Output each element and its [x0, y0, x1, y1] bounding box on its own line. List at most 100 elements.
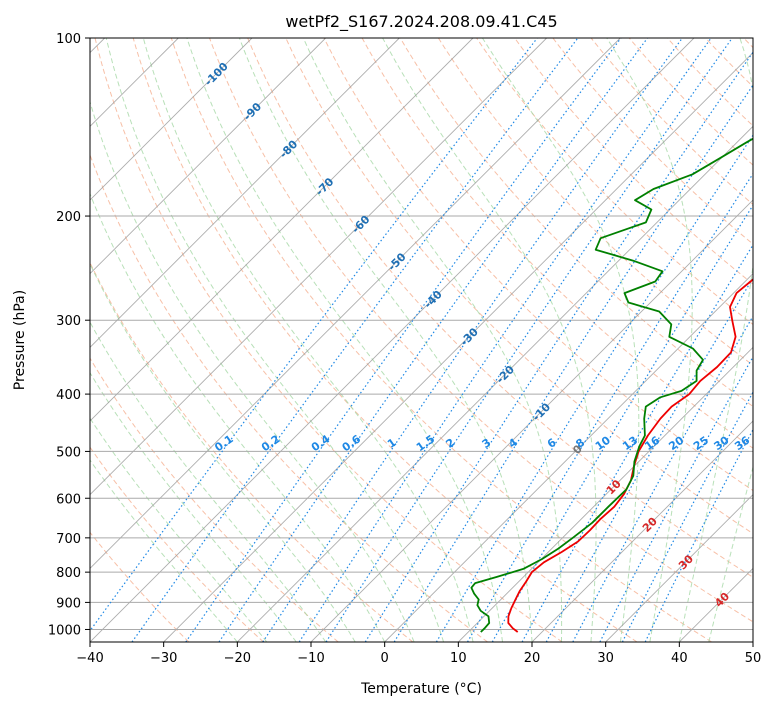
dry-adiabat — [170, 38, 712, 642]
y-tick-label: 700 — [56, 532, 81, 547]
plot-frame — [89, 37, 754, 643]
dry-adiabat — [90, 531, 190, 642]
mixing-ratio-label: 3 — [480, 436, 494, 451]
dry-adiabat — [552, 38, 753, 245]
isotherm-line — [531, 420, 753, 642]
mixing-ratio-label: 1 — [385, 436, 399, 451]
isotherm-line — [605, 494, 753, 642]
mixing-ratio-line — [90, 38, 538, 632]
y-tick-label: 300 — [56, 314, 81, 329]
dry-adiabat — [399, 38, 753, 408]
isotherm-line — [90, 38, 695, 642]
y-axis-title: Pressure (hPa) — [12, 290, 28, 390]
isotherm-line — [90, 38, 326, 275]
isotherm-line — [310, 199, 753, 642]
isotherm-label: 30 — [676, 552, 696, 572]
dry-adiabat — [667, 38, 753, 127]
y-tick-label: 600 — [56, 492, 81, 507]
dry-adiabat — [247, 38, 753, 578]
mixing-ratio-label: 20 — [666, 433, 686, 453]
mixing-ratio-label: 4 — [506, 436, 520, 451]
x-tick-label: −10 — [297, 651, 324, 666]
dry-adiabat — [437, 38, 753, 366]
dry-adiabat — [285, 38, 753, 535]
mixing-ratio-line — [599, 355, 753, 642]
mixing-ratio-label: 36 — [732, 433, 752, 453]
dry-adiabat — [361, 38, 753, 449]
isotherm-line — [90, 38, 474, 422]
mixing-ratio-line — [185, 38, 622, 642]
moist-adiabat — [142, 38, 474, 642]
y-tick-label: 800 — [56, 566, 81, 581]
dry-adiabat — [90, 153, 488, 642]
dry-adiabat — [90, 357, 339, 642]
isotherm-label: -20 — [494, 363, 517, 386]
y-tick-label: 500 — [56, 445, 81, 460]
profiles — [470, 137, 753, 633]
x-tick-label: 30 — [597, 651, 614, 666]
x-tick-label: −40 — [76, 651, 103, 666]
x-tick-label: 10 — [450, 651, 467, 666]
mixing-ratio-line — [521, 243, 753, 642]
moist-adiabat — [238, 38, 533, 642]
chart-title: wetPf2_S167.2024.208.09.41.C45 — [285, 12, 557, 32]
moist-adiabat — [186, 38, 503, 642]
isotherm-line — [237, 125, 753, 642]
dry-adiabat — [90, 261, 414, 642]
dry-adiabat — [476, 38, 753, 326]
y-tick-label: 900 — [56, 596, 81, 611]
x-tick-label: 40 — [671, 651, 688, 666]
isotherm-line — [679, 567, 753, 642]
moist-adiabat — [90, 262, 356, 642]
dry-adiabat — [209, 38, 753, 623]
isotherm-line — [163, 52, 753, 642]
mixing-ratio-line — [466, 172, 753, 642]
y-tick-label: 400 — [56, 388, 81, 403]
x-tick-label: −20 — [224, 651, 251, 666]
temperature-profile-line — [507, 278, 753, 633]
moist-adiabat — [90, 321, 327, 642]
x-tick-label: −30 — [150, 651, 177, 666]
dry-adiabat — [705, 38, 753, 88]
plot-area: 0.1 0.2 0.4 0.6 1 1.5 2 3 4 6 8 10 13 16 20 25 30 36-100-… — [90, 38, 753, 642]
moist-adiabat — [678, 38, 753, 642]
mixing-ratio-line — [491, 204, 753, 642]
mixing-ratio-label: 30 — [712, 433, 732, 453]
mixing-ratio-line — [262, 38, 683, 642]
moist-adiabat — [90, 459, 238, 642]
moist-adiabat — [606, 38, 693, 642]
mixing-ratio-line — [364, 51, 753, 642]
background-lines — [90, 38, 753, 642]
y-tick-label: 1000 — [48, 623, 81, 638]
isotherm-label: -40 — [422, 288, 445, 311]
moist-adiabat — [481, 38, 640, 642]
dry-adiabat — [590, 38, 753, 206]
x-tick-label: 50 — [745, 651, 762, 666]
isotherm-label: -30 — [458, 325, 481, 348]
moist-adiabat — [90, 192, 386, 642]
mixing-ratio-line — [435, 134, 753, 642]
moist-adiabat — [302, 38, 563, 642]
mixing-ratio-line — [644, 428, 753, 642]
dry-adiabat — [132, 38, 638, 642]
dry-adiabat — [323, 38, 753, 492]
isotherm-line — [384, 273, 753, 642]
moist-adiabat — [105, 38, 445, 642]
mixing-ratio-line — [621, 390, 753, 642]
mixing-ratio-line — [131, 38, 579, 642]
isotherm-line — [90, 38, 400, 348]
mixing-ratio-line — [325, 38, 733, 642]
mixing-ratio-line — [298, 38, 712, 642]
y-tick-label: 100 — [56, 32, 81, 47]
mixing-ratio-line — [572, 314, 753, 642]
x-tick-label: 0 — [381, 651, 389, 666]
y-axis-ticks: 100 200 300 400 500 600 700 800 900 1000 — [48, 32, 90, 638]
isotherm-line — [752, 641, 753, 642]
x-tick-label: 20 — [524, 651, 541, 666]
isotherm-label: -80 — [277, 137, 300, 160]
moist-adiabat — [708, 465, 753, 642]
dry-adiabat — [94, 38, 563, 642]
isotherm-label: -90 — [241, 100, 264, 123]
x-axis-title: Temperature (°C) — [360, 681, 482, 697]
